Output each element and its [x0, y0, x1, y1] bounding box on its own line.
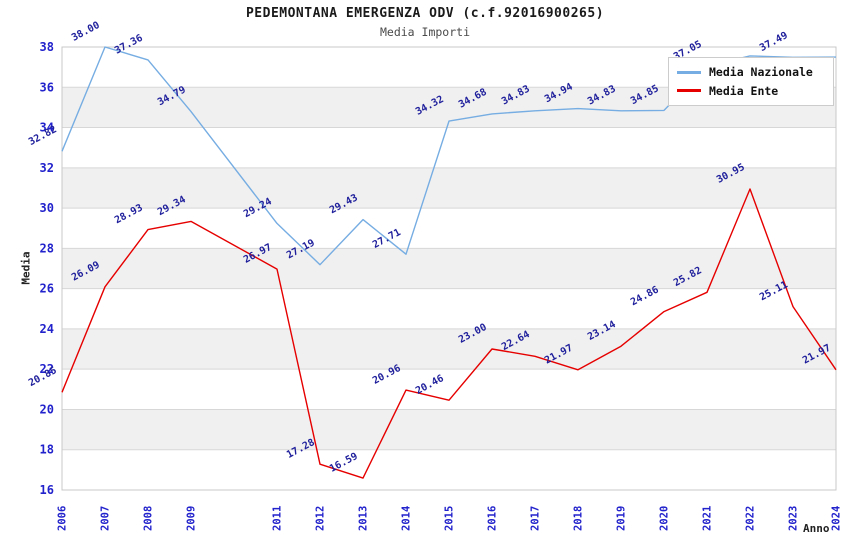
plot-band [62, 409, 836, 450]
legend-label: Media Nazionale [709, 65, 813, 80]
x-tick-label: 2024 [831, 506, 843, 531]
y-tick-label: 30 [40, 201, 54, 215]
x-tick-label: 2015 [444, 506, 456, 531]
x-tick-label: 2013 [358, 506, 370, 531]
y-axis-label: Media [19, 251, 33, 285]
x-tick-label: 2011 [272, 506, 284, 531]
y-tick-label: 16 [40, 483, 54, 497]
x-tick-label: 2018 [573, 506, 585, 531]
y-tick-label: 24 [40, 322, 54, 336]
x-tick-label: 2012 [315, 506, 327, 531]
x-tick-label: 2009 [186, 506, 198, 531]
chart-subtitle: Media Importi [379, 25, 470, 39]
legend-line-swatch-ente-icon [677, 89, 701, 93]
plot-border [61, 46, 837, 491]
x-tick-label: 2006 [57, 506, 69, 531]
x-tick-label: 2007 [100, 506, 112, 531]
legend-item-media-ente: Media Ente [677, 84, 825, 98]
x-tick-label: 2019 [616, 506, 628, 531]
y-tick-label: 36 [40, 80, 54, 94]
y-tick-label: 32 [40, 161, 54, 175]
y-tick-label: 18 [40, 443, 54, 457]
x-tick-label: 2022 [745, 506, 757, 531]
x-tick-label: 2008 [143, 506, 155, 531]
x-tick-label: 2020 [659, 506, 671, 531]
plot-band [62, 167, 836, 209]
y-tick-label: 38 [40, 40, 54, 54]
data-label: 20.46 [414, 373, 446, 397]
y-tick-label: 20 [40, 402, 54, 416]
x-axis-label: Anno [803, 522, 830, 535]
plot-band [62, 248, 836, 289]
chart-title: PEDEMONTANA EMERGENZA ODV (c.f.920169002… [245, 6, 605, 21]
y-tick-label: 34 [40, 121, 54, 135]
legend-item-media-nazionale: Media Nazionale [677, 65, 825, 79]
x-tick-label: 2023 [788, 506, 800, 531]
x-tick-label: 2021 [702, 506, 714, 531]
y-tick-label: 28 [40, 241, 54, 255]
x-tick-label: 2016 [487, 506, 499, 531]
plot-band [62, 328, 836, 370]
x-tick-label: 2017 [530, 506, 542, 531]
legend-line-swatch-nazionale-icon [677, 70, 701, 74]
legend-label: Media Ente [709, 83, 779, 98]
y-tick-label: 26 [40, 282, 54, 296]
x-tick-label: 2014 [401, 506, 413, 531]
y-tick-label: 22 [40, 362, 54, 376]
legend: Media Nazionale Media Ente [668, 57, 834, 106]
series-line-media-ente [61, 188, 837, 479]
